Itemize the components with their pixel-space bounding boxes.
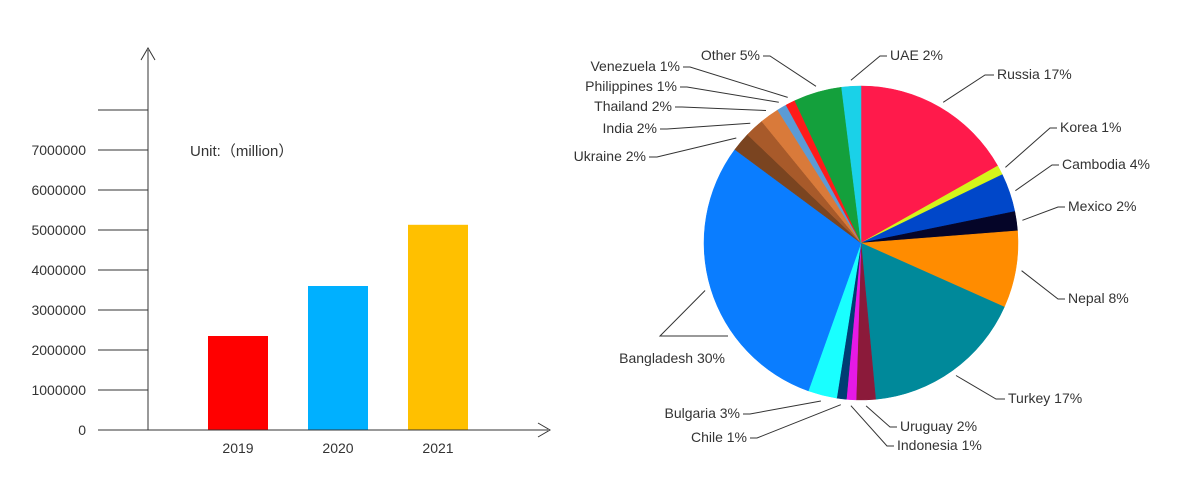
- pie-label-uae: UAE 2%: [890, 47, 943, 63]
- leader-line-korea: [1005, 127, 1057, 168]
- y-axis-arrow: [140, 47, 156, 61]
- y-tick-label: 6000000: [31, 182, 86, 198]
- leader-line-bulgaria: [743, 400, 821, 415]
- pie-label-bangladesh: Bangladesh 30%: [619, 350, 725, 366]
- pie-label-other: Other 5%: [701, 47, 760, 63]
- pie-label-ukraine: Ukraine 2%: [574, 148, 646, 164]
- leader-line-turkey: [955, 375, 1005, 400]
- pie-slices: [703, 85, 1019, 401]
- unit-label: Unit:（million）: [190, 143, 293, 160]
- pie-label-uruguay: Uruguay 2%: [900, 418, 977, 434]
- y-tick-label: 0: [78, 422, 86, 438]
- x-tick-label: 2019: [222, 440, 253, 456]
- pie-label-philippines: Philippines 1%: [585, 78, 677, 94]
- leader-line-venezuela: [683, 66, 788, 98]
- x-tick-label: 2020: [322, 440, 353, 456]
- leader-line-india: [660, 122, 751, 130]
- x-tick-labels: 2019 2020 2021: [222, 440, 453, 456]
- leader-line-uruguay: [865, 405, 897, 428]
- leader-line-indonesia: [850, 405, 894, 447]
- leader-line-philippines: [680, 86, 779, 103]
- y-tick-marks: [98, 109, 148, 391]
- y-tick-label: 5000000: [31, 222, 86, 238]
- y-tick-labels: 0 1000000 2000000 3000000 4000000 5000000 6000…: [31, 142, 86, 438]
- pie-slice-russia: [860, 85, 999, 244]
- bar-2020: [308, 286, 368, 430]
- leader-line-mexico: [1022, 206, 1065, 221]
- pie-label-india: India 2%: [603, 120, 657, 136]
- leader-line-chile: [750, 404, 841, 439]
- pie-label-bulgaria: Bulgaria 3%: [665, 405, 741, 421]
- leader-line-cambodia: [1015, 164, 1059, 192]
- y-tick-label: 4000000: [31, 262, 86, 278]
- pie-label-nepal: Nepal 8%: [1068, 290, 1129, 306]
- pie-slice-bangladesh: [703, 149, 862, 392]
- bar-2019: [208, 336, 268, 430]
- pie-label-russia: Russia 17%: [997, 66, 1072, 82]
- y-tick-label: 7000000: [31, 142, 86, 158]
- x-tick-label: 2021: [422, 440, 453, 456]
- pie-label-indonesia: Indonesia 1%: [897, 437, 982, 453]
- pie-label-thailand: Thailand 2%: [594, 98, 672, 114]
- leader-line-uae: [850, 55, 887, 81]
- pie-slice-uae: [841, 85, 862, 244]
- leader-line-bangladesh: [658, 290, 728, 337]
- leader-line-russia: [942, 74, 994, 103]
- leader-line-other: [763, 55, 817, 87]
- y-tick-label: 3000000: [31, 302, 86, 318]
- y-tick-label: 2000000: [31, 342, 86, 358]
- pie-leader-lines: [649, 55, 1065, 447]
- pie-label-korea: Korea 1%: [1060, 119, 1121, 135]
- pie-slice-turkey: [860, 242, 1005, 400]
- pie-label-chile: Chile 1%: [691, 429, 747, 445]
- bars: [208, 224, 468, 430]
- pie-label-cambodia: Cambodia 4%: [1062, 156, 1150, 172]
- leader-line-nepal: [1021, 270, 1065, 300]
- bar-chart: 0 1000000 2000000 3000000 4000000 5000000 6000…: [31, 47, 551, 456]
- pie-label-venezuela: Venezuela 1%: [590, 58, 680, 74]
- pie-label-turkey: Turkey 17%: [1008, 390, 1082, 406]
- y-tick-label: 1000000: [31, 382, 86, 398]
- pie-label-mexico: Mexico 2%: [1068, 198, 1136, 214]
- leader-line-ukraine: [649, 137, 737, 158]
- bar-2021: [408, 224, 468, 430]
- leader-line-thailand: [675, 106, 767, 111]
- pie-labels: Russia 17% Korea 1% Cambodia 4% Mexico 2% Ne…: [574, 47, 1150, 453]
- x-axis-arrow: [537, 422, 551, 438]
- pie-chart: Russia 17% Korea 1% Cambodia 4% Mexico 2% Ne…: [574, 47, 1150, 453]
